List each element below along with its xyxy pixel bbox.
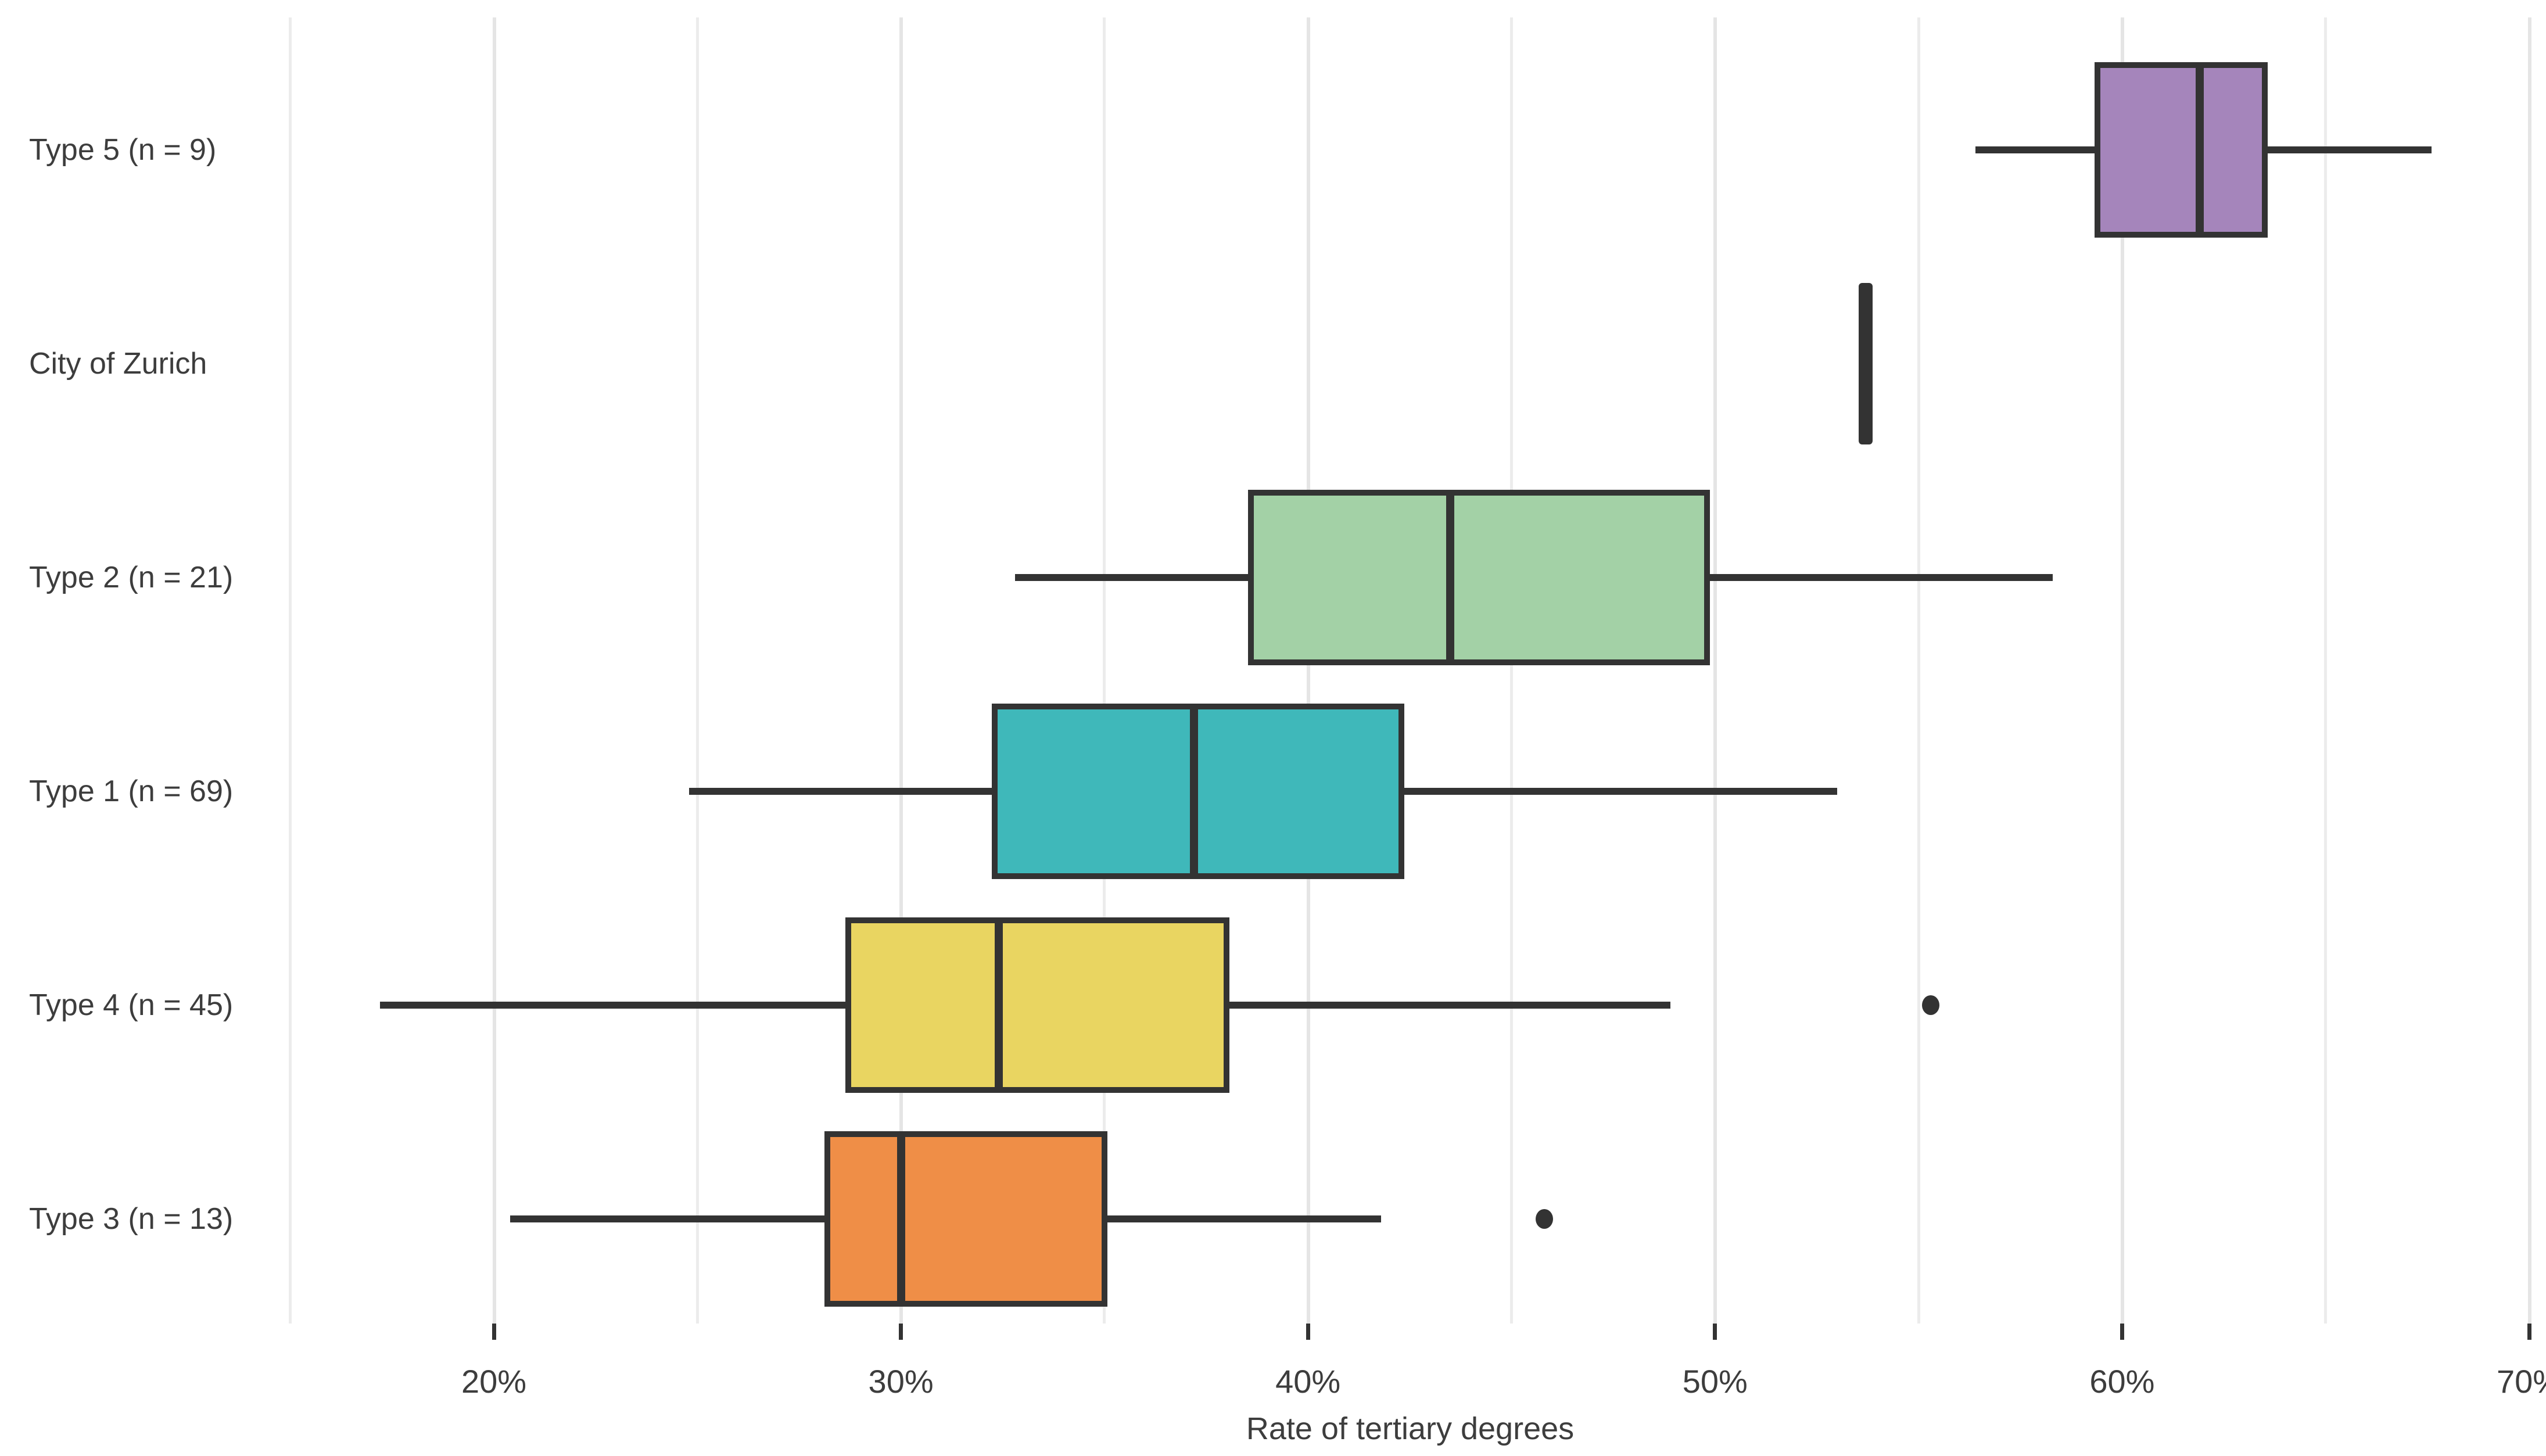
median-line: [994, 917, 1003, 1093]
x-tick-label: 30%: [868, 1363, 934, 1400]
x-tick-label: 60%: [2089, 1363, 2155, 1400]
gridline-60: [2120, 17, 2124, 1324]
box: [991, 704, 1405, 879]
x-tick-label: 50%: [1682, 1363, 1748, 1400]
median-line: [897, 1131, 905, 1307]
x-tick-label: 20%: [461, 1363, 527, 1400]
y-axis-label: Type 1 (n = 69): [29, 774, 234, 808]
gridline-65: [2324, 17, 2328, 1324]
box: [1248, 490, 1710, 665]
gridline-40: [1306, 17, 1310, 1324]
gridline-70: [2527, 17, 2531, 1324]
x-tick-label: 70%: [2496, 1363, 2546, 1400]
gridline-25: [695, 17, 699, 1324]
gridline-35: [1103, 17, 1106, 1324]
gridline-50: [1713, 17, 1717, 1324]
y-axis-label: Type 5 (n = 9): [29, 133, 217, 167]
outlier-dot: [1922, 995, 1940, 1015]
y-axis-label: Type 2 (n = 21): [29, 561, 234, 594]
box: [824, 1131, 1107, 1307]
x-tick-mark: [899, 1324, 903, 1340]
x-tick-mark: [2527, 1324, 2531, 1340]
single-value-line: [1859, 283, 1873, 444]
x-tick-mark: [1713, 1324, 1717, 1340]
gridline-55: [1917, 17, 1920, 1324]
gridline-15: [289, 17, 292, 1324]
median-line: [1190, 704, 1199, 879]
box: [845, 917, 1230, 1093]
box: [2095, 62, 2268, 238]
gridline-20: [492, 17, 496, 1324]
x-axis-title: Rate of tertiary degrees: [1246, 1411, 1575, 1446]
y-axis-label: Type 3 (n = 13): [29, 1202, 234, 1236]
y-axis-label: Type 4 (n = 45): [29, 988, 234, 1022]
median-line: [2195, 62, 2204, 238]
x-tick-mark: [2120, 1324, 2124, 1340]
x-tick-label: 40%: [1275, 1363, 1341, 1400]
median-line: [1446, 490, 1455, 665]
outlier-dot: [1535, 1209, 1553, 1229]
x-tick-mark: [492, 1324, 496, 1340]
gridline-45: [1510, 17, 1513, 1324]
x-tick-mark: [1306, 1324, 1310, 1340]
gridline-30: [899, 17, 903, 1324]
y-axis-label: City of Zurich: [29, 347, 207, 381]
